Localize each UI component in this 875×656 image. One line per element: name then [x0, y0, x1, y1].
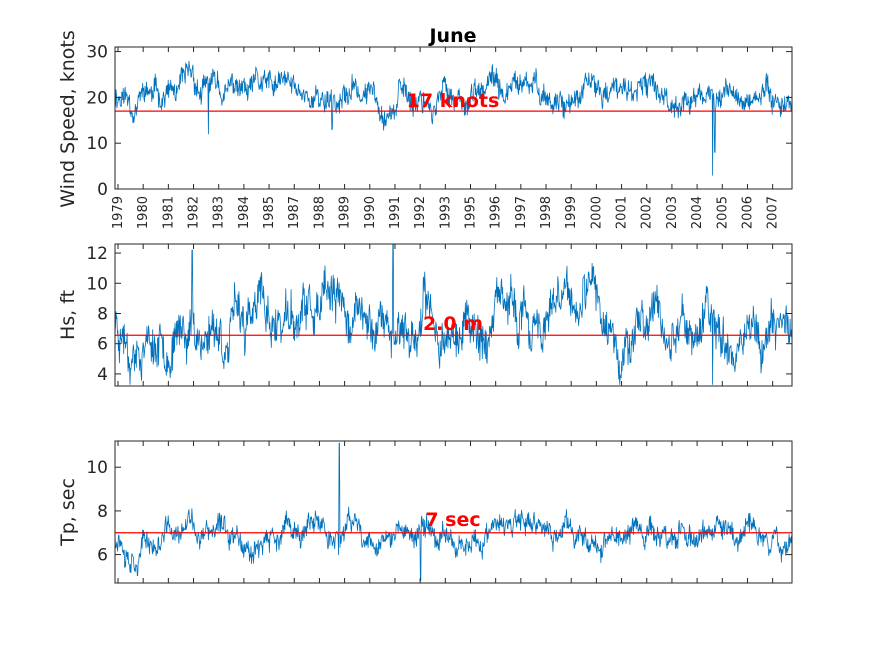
- x-tick-label: 1982: [187, 196, 202, 229]
- x-tick-label: 1987: [287, 196, 302, 229]
- y-tick-label: 4: [97, 365, 108, 385]
- x-tick-label: 1979: [111, 196, 126, 229]
- x-tick-label: 2000: [589, 196, 604, 229]
- x-tick-label: 2003: [665, 196, 680, 229]
- x-tick-label: 1985: [262, 196, 277, 229]
- x-tick-label: 2007: [766, 196, 781, 229]
- plot-area: [115, 441, 792, 583]
- x-tick-label: 2006: [740, 196, 755, 229]
- x-tick-label: 1984: [237, 196, 252, 229]
- x-tick-label: 1999: [564, 196, 579, 229]
- y-tick-label: 6: [97, 335, 108, 355]
- chart-title: June: [427, 25, 476, 47]
- x-tick-label: 2002: [640, 196, 655, 229]
- y-tick-label: 10: [86, 274, 108, 294]
- x-ticks: [117, 441, 774, 583]
- x-tick-label: 1997: [514, 196, 529, 229]
- peak-period-panel: Tp, sec 7 sec 6 8 10: [57, 440, 793, 584]
- x-tick-label: 1990: [363, 196, 378, 229]
- x-tick-label: 1996: [489, 196, 504, 229]
- reference-line-label: 2.0 m: [423, 313, 483, 335]
- axes-box: [114, 243, 793, 387]
- axes-box: [114, 46, 793, 190]
- x-tick-label: 1983: [212, 196, 227, 229]
- y-ticks: 4 6 8 10 12: [86, 244, 792, 385]
- x-tick-label: 2001: [615, 196, 630, 229]
- wind-speed-line: [114, 60, 793, 176]
- x-tick-label: 1988: [312, 196, 327, 229]
- y-ticks: 0 10 20 30: [86, 43, 792, 200]
- y-tick-label: 12: [86, 244, 108, 264]
- y-axis-label: Wind Speed, knots: [57, 30, 79, 207]
- y-tick-label: 8: [97, 304, 108, 324]
- y-axis-label: Hs, ft: [57, 290, 79, 340]
- wind-speed-panel: June Wind Speed, knots 17 knots 0102030 …: [57, 25, 793, 229]
- y-tick-label: 10: [86, 134, 108, 154]
- reference-line-label: 17 knots: [407, 90, 500, 112]
- peak-period-line: [114, 442, 793, 582]
- x-tick-label: 1995: [463, 196, 478, 229]
- y-axis-label: Tp, sec: [57, 478, 79, 547]
- x-tick-label: 2005: [715, 196, 730, 229]
- x-tick-label: 1992: [413, 196, 428, 229]
- wave-height-panel: Hs, ft 2.0 m 4 6 8 10 12: [57, 243, 793, 387]
- y-tick-label: 10: [86, 458, 108, 478]
- x-tick-label: 1993: [438, 196, 453, 229]
- y-tick-label: 0: [97, 180, 108, 200]
- x-tick-label: 2004: [690, 196, 705, 229]
- y-tick-label: 30: [86, 43, 108, 63]
- axes-box: [114, 440, 793, 584]
- y-tick-label: 8: [97, 502, 108, 522]
- plot-area: [115, 47, 792, 189]
- x-tick-label: 1991: [388, 196, 403, 229]
- x-ticks: 1979 1980 1981 1982 1983 1984 1985 1987 1988 1989…: [111, 47, 781, 229]
- y-tick-label: 6: [97, 546, 108, 566]
- y-tick-label: 20: [86, 88, 108, 108]
- x-tick-label: 1989: [338, 196, 353, 229]
- x-tick-label: 1981: [161, 196, 176, 229]
- x-ticks: [117, 244, 774, 386]
- y-ticks: 6 8 10: [86, 458, 792, 566]
- reference-line-label: 7 sec: [425, 509, 480, 531]
- x-tick-label: 1980: [136, 196, 151, 229]
- x-tick-label: 1998: [539, 196, 554, 229]
